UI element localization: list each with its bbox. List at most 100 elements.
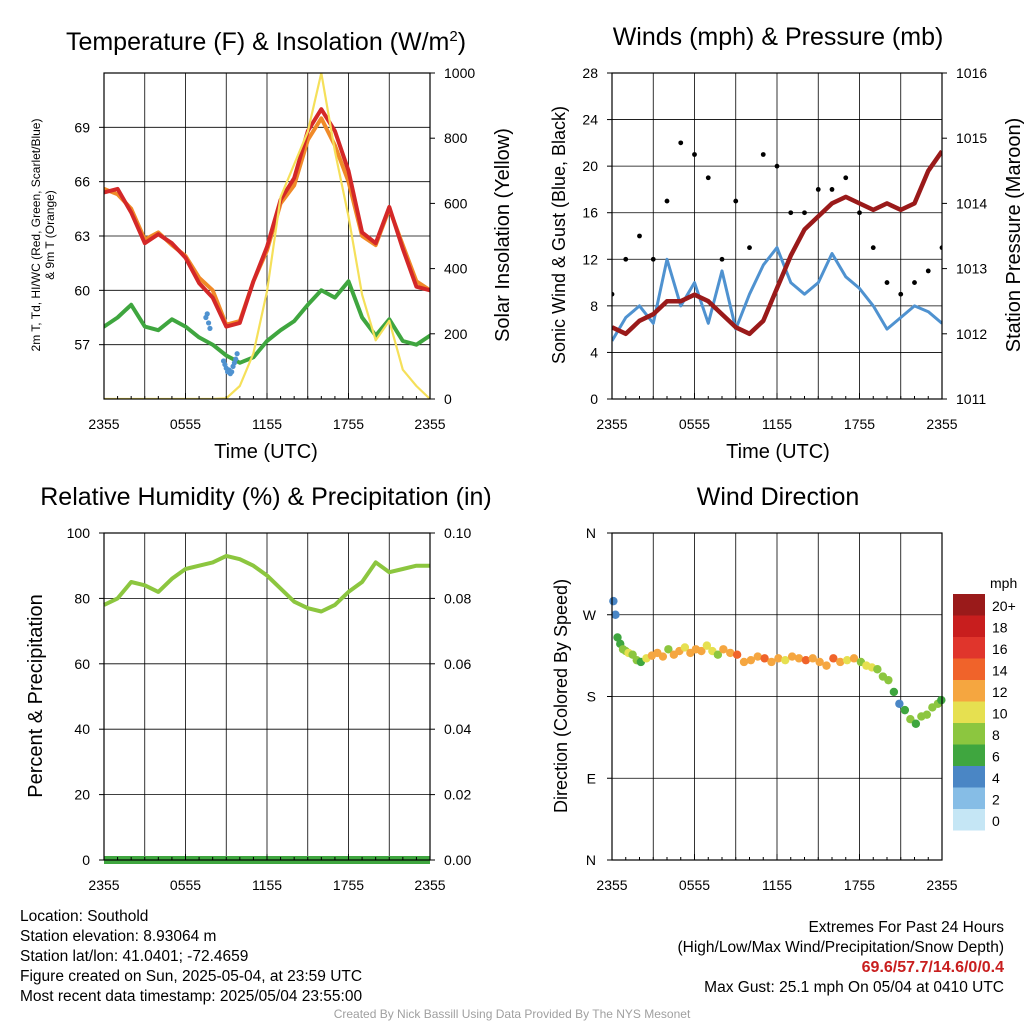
direction-point (680, 643, 690, 652)
series-solar (104, 73, 430, 399)
wind-direction-points (609, 596, 946, 728)
legend-swatch (953, 658, 985, 680)
direction-point (842, 655, 852, 665)
location-text: Location: Southold (20, 908, 149, 925)
direction-point (884, 675, 893, 685)
x-tick-label: 2355 (88, 877, 119, 893)
y-tick-label: 0 (82, 852, 90, 868)
y2-tick-label: 600 (444, 195, 468, 211)
gust-point (802, 210, 807, 216)
legend-swatch (953, 787, 985, 809)
y2-tick-label: 0.04 (444, 721, 471, 737)
humidity-grid (104, 533, 430, 860)
series-temp_2m (104, 107, 430, 329)
gust-point (650, 256, 656, 262)
y-tick-label: 28 (582, 65, 598, 81)
direction-point (767, 657, 776, 667)
winds-xlabel: Time (UTC) (726, 441, 830, 463)
legend-swatch (953, 637, 985, 659)
direction-point (781, 655, 790, 665)
y-tick-label: 20 (582, 158, 598, 174)
direction-point (829, 654, 838, 663)
y2-tick-label: 0.08 (444, 590, 471, 606)
legend-swatch (953, 680, 985, 702)
y2-tick-label: 0 (444, 391, 452, 407)
windchill-point (234, 351, 240, 357)
x-tick-label: 1155 (762, 877, 792, 893)
direction-point (760, 654, 769, 663)
windchill-point (207, 325, 213, 331)
temperature-ylabel-line1: 2m T, Td, HI/WC (Red, Green, Scarlet/Blu… (29, 119, 43, 352)
y2-tick-label: 1000 (444, 65, 475, 81)
direction-point (937, 695, 946, 705)
y2-tick-label: 400 (444, 261, 468, 277)
x-tick-label: 2355 (414, 877, 445, 893)
direction-point (895, 699, 904, 708)
gust-point (870, 245, 876, 251)
y-tick-label: 60 (74, 282, 90, 298)
legend-label: 6 (992, 748, 1000, 764)
humidity-axes: 2355 0555 1155 1755 2355 0 20 40 60 80 100 0.00 0.02… (67, 525, 472, 893)
winds-panel: Winds (mph) & Pressure (mb) 2355 0555 1155… (549, 23, 1024, 463)
direction-point (922, 710, 932, 719)
legend-label: 4 (992, 770, 1000, 786)
gust-point (623, 256, 629, 262)
direction-point (746, 655, 756, 665)
y2-tick-label: 1016 (956, 65, 987, 81)
pressure-ylabel: Station Pressure (Maroon) (1003, 118, 1024, 353)
direction-tick-label: N (586, 525, 596, 541)
series-wind (612, 246, 942, 342)
gust-point (678, 140, 684, 146)
y-tick-label: 80 (74, 590, 90, 606)
legend-label: 14 (992, 662, 1008, 678)
temperature-axes: 2355 0555 1155 1755 2355 57 60 63 66 69 0 200 400 600… (74, 65, 475, 432)
gust-point (925, 268, 931, 274)
y2-tick-label: 0.10 (444, 525, 471, 541)
legend-swatch (953, 723, 985, 745)
legend-swatch (953, 594, 985, 616)
winds-ylabel: Sonic Wind & Gust (Blue, Black) (549, 106, 569, 364)
gust-point (912, 280, 917, 285)
legend-swatch (953, 744, 985, 766)
direction-point (801, 655, 811, 665)
winds-axes: 2355 0555 1155 1755 2355 0 4 8 12 16 20 24 28 1011 101… (582, 65, 987, 432)
solar-ylabel: Solar Insolation (Yellow) (492, 128, 514, 342)
direction-point (611, 610, 620, 619)
x-tick-label: 2355 (88, 416, 119, 432)
direction-point (613, 633, 622, 642)
direction-tick-label: S (587, 689, 596, 705)
x-tick-label: 1755 (333, 416, 364, 432)
gust-point (760, 152, 766, 157)
x-tick-label: 1155 (252, 877, 282, 893)
direction-point (664, 645, 673, 654)
y2-tick-label: 800 (444, 130, 468, 146)
latlon-text: Station lat/lon: 41.0401; -72.4659 (20, 948, 249, 965)
y2-tick-label: 0.06 (444, 656, 471, 672)
y-tick-label: 20 (74, 787, 90, 803)
direction-point (726, 648, 735, 658)
gust-point (829, 187, 835, 192)
gust-point (884, 280, 890, 285)
speed-legend: mph 20+ 18 16 14 12 10 8 6 4 2 0 (953, 575, 1017, 831)
direction-point (719, 645, 728, 654)
gust-point (747, 245, 752, 251)
direction-point (794, 654, 804, 663)
x-tick-label: 2355 (926, 877, 957, 893)
winds-title: Winds (mph) & Pressure (mb) (613, 23, 944, 51)
gust-point (788, 210, 794, 216)
direction-point (753, 652, 762, 661)
x-tick-label: 2355 (926, 416, 957, 432)
direction-point (702, 641, 712, 650)
direction-point (609, 596, 618, 606)
y-tick-label: 60 (74, 656, 90, 672)
temperature-series (104, 73, 430, 399)
y-tick-label: 100 (67, 525, 91, 541)
credit-text: Created By Nick Bassill Using Data Provi… (333, 1007, 691, 1021)
direction-point (822, 661, 831, 670)
direction-point (889, 687, 899, 697)
direction-point (808, 654, 817, 663)
windchill-point (229, 369, 235, 375)
legend-unit: mph (990, 575, 1017, 591)
wind-direction-panel: Wind Direction 2355 0555 1155 1755 2355NESWN… (551, 483, 1017, 893)
